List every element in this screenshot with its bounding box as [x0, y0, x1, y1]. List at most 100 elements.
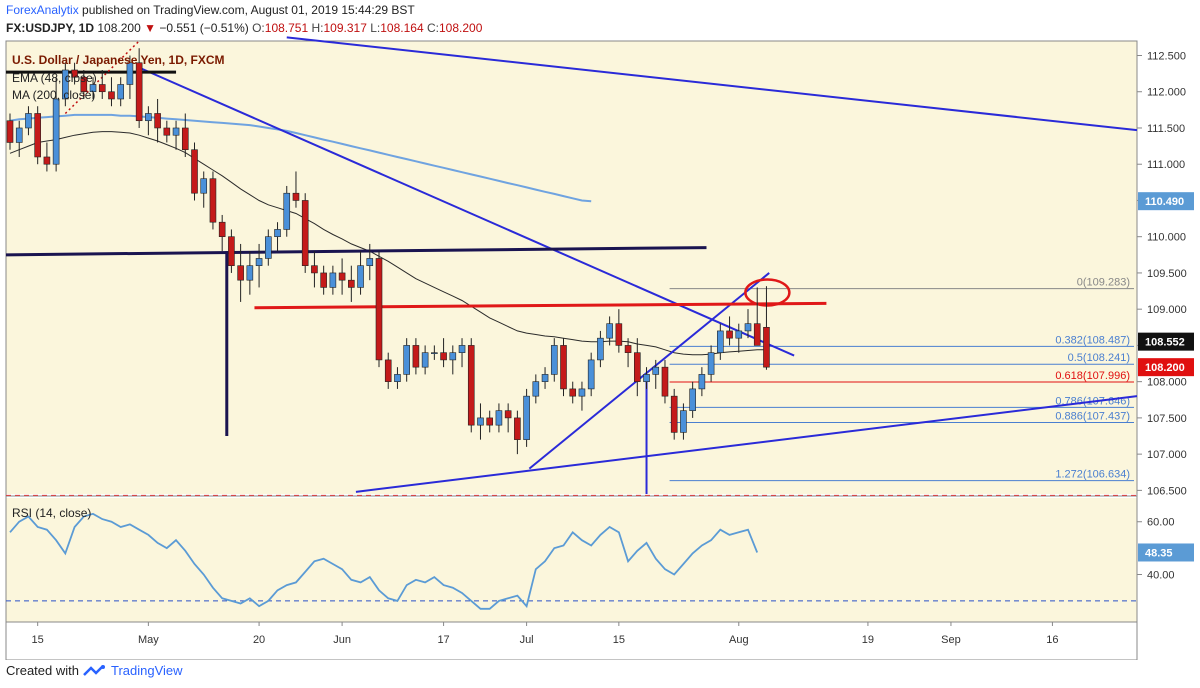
candle-down [440, 352, 447, 361]
legend-ma: MA (200, close) [12, 88, 96, 102]
price-tick-label: 112.500 [1147, 50, 1186, 62]
time-tick-label: 20 [253, 634, 265, 646]
time-tick-label: 16 [1046, 634, 1058, 646]
candle-down [514, 417, 521, 440]
candle-up [172, 127, 180, 136]
fib-level-label: 0.5(108.241) [1068, 352, 1130, 364]
price-marker-box [1138, 332, 1194, 351]
candle-down [6, 120, 14, 143]
lower-trendline [355, 395, 1138, 493]
fib-level-label: 1.272(106.634) [1055, 469, 1130, 481]
candle-down [191, 149, 198, 194]
candle-up [25, 113, 32, 129]
candle-up [458, 345, 466, 353]
candle-up [89, 84, 97, 93]
candle-down [726, 330, 733, 339]
price-tick-label: 110.000 [1147, 232, 1186, 244]
candle-up [550, 345, 558, 375]
red-resistance-line [254, 301, 827, 310]
candle-up [15, 127, 23, 143]
close-label: C: [426, 21, 439, 35]
price-tick-label: 111.000 [1147, 159, 1185, 171]
candle-down [292, 192, 300, 201]
candle-down [467, 345, 475, 426]
ma200-line [9, 113, 592, 203]
candle-down [163, 127, 171, 136]
time-tick-label: May [138, 634, 159, 646]
candle-up [643, 374, 650, 382]
price-marker-label: 110.490 [1145, 196, 1184, 208]
time-axis-background [6, 622, 1137, 660]
price-tick-label: 108.000 [1147, 377, 1187, 389]
tradingview-logo-icon [83, 664, 105, 676]
high-value: 109.317 [323, 21, 367, 35]
candle-down [348, 279, 355, 288]
symbol-label: FX:USDJPY, 1D [6, 21, 95, 35]
price-marker-box [1138, 192, 1194, 211]
candle-up [717, 330, 724, 353]
open-label: O: [252, 21, 265, 35]
time-tick-label: 15 [613, 634, 625, 646]
resistance-line [5, 246, 707, 257]
candle-down [80, 76, 88, 93]
rsi-line [9, 512, 759, 610]
candle-down [135, 62, 143, 122]
candle-up [541, 374, 549, 382]
tradingview-link[interactable]: TradingView [110, 663, 183, 678]
candle-up [597, 337, 604, 361]
candle-down [301, 200, 309, 266]
candle-down [753, 323, 761, 346]
candle-up [735, 330, 743, 339]
down-arrow-icon: ▼ [144, 21, 156, 35]
price-marker-label: 108.552 [1145, 337, 1185, 349]
time-tick-label: 17 [437, 634, 449, 646]
candle-down [311, 265, 318, 274]
candle-down [154, 113, 161, 129]
publisher-link[interactable]: ForexAnalytix [6, 3, 79, 17]
change-value: −0.551 (−0.51%) [159, 21, 249, 35]
open-value: 108.751 [264, 21, 309, 35]
candle-down [237, 265, 244, 281]
candle-up [200, 178, 208, 194]
fib-level-label: 0.886(107.437) [1055, 410, 1130, 422]
candle-down [98, 84, 106, 93]
candle-down [412, 345, 420, 368]
low-value: 108.164 [380, 21, 424, 35]
legend-rsi: RSI (14, close) [12, 506, 92, 520]
candle-up [689, 388, 696, 411]
candle-up [357, 265, 364, 288]
candle-down [569, 388, 577, 397]
candle-up [145, 113, 152, 122]
candle-down [560, 345, 567, 390]
rsi-marker-box [1138, 543, 1194, 562]
candle-down [670, 395, 678, 433]
candle-down [763, 326, 770, 368]
published-line: ForexAnalytix published on TradingView.c… [6, 3, 415, 17]
descending-trendline [135, 65, 795, 357]
price-tick-label: 111.500 [1147, 123, 1185, 135]
candle-down [615, 323, 623, 346]
rsi-panel-background [6, 498, 1137, 622]
candle-up [495, 410, 503, 426]
price-tick-label: 109.500 [1147, 268, 1187, 280]
price-chart[interactable]: 112.500112.000111.500111.000110.500110.0… [0, 0, 1200, 660]
candle-down [320, 272, 327, 288]
candle-up [449, 352, 457, 361]
candle-up [477, 417, 484, 426]
candle-down [486, 417, 494, 426]
time-tick-label: Jun [333, 634, 351, 646]
candle-down [384, 359, 392, 382]
candle-up [431, 352, 438, 354]
candle-up [126, 62, 134, 85]
candle-up [532, 381, 540, 397]
rsi-marker-label: 48.35 [1145, 547, 1173, 559]
candle-up [707, 352, 715, 375]
candle-down [209, 178, 217, 223]
candle-down [71, 69, 78, 78]
candle-up [52, 98, 60, 165]
candle-down [108, 91, 115, 100]
time-tick-label: Sep [941, 634, 961, 646]
fib-level-label: 0(109.283) [1077, 277, 1130, 289]
price-marker-box [1138, 358, 1194, 377]
price-panel-background [6, 41, 1137, 494]
